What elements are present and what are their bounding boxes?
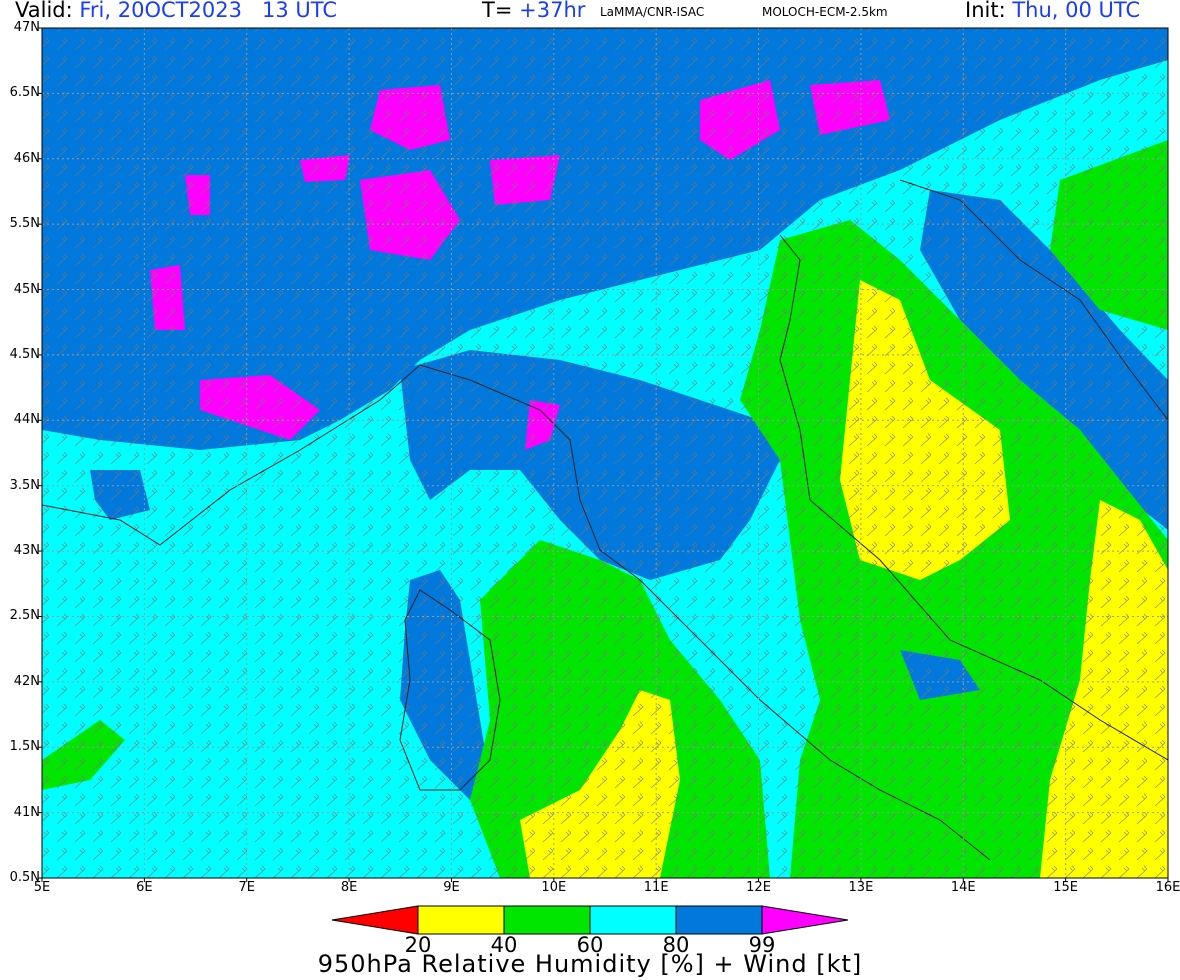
lat-label: 3.5N — [9, 477, 40, 493]
lon-label: 12E — [746, 880, 771, 895]
lon-label: 7E — [238, 880, 255, 895]
colorbar-40-60 — [503, 905, 591, 935]
lat-label: 1.5N — [9, 739, 40, 755]
lat-label: 5.5N — [9, 216, 40, 232]
lat-label: 45N — [13, 281, 40, 297]
lat-label: 6.5N — [9, 85, 40, 101]
lon-label: 8E — [340, 880, 358, 895]
forecast-step: T= +37hr — [482, 0, 585, 22]
init-value: Thu, 00 UTC — [1012, 0, 1141, 22]
valid-time: Valid: Fri, 20OCT2023 13 UTC — [15, 0, 337, 22]
map-frame — [41, 27, 1169, 879]
lon-label: 5E — [33, 880, 51, 895]
colorbar-title: 950hPa Relative Humidity [%] + Wind [kt] — [317, 950, 863, 978]
valid-value: Fri, 20OCT2023 13 UTC — [79, 0, 337, 22]
colorbar-20-40 — [417, 905, 505, 935]
lon-label: 14E — [950, 880, 976, 895]
colorbar-tick-label: 60 — [576, 933, 604, 957]
t-label: T= — [482, 0, 513, 22]
colorbar-above-99 — [761, 905, 849, 935]
t-value: +37hr — [519, 0, 586, 22]
lat-label: 44N — [13, 412, 40, 428]
colorbar-tick-label: 80 — [662, 933, 690, 957]
lat-label: 2.5N — [9, 608, 40, 624]
lon-label: 6E — [136, 880, 153, 895]
lat-label: 4.5N — [9, 346, 40, 362]
colorbar — [331, 905, 849, 935]
source-label: LaMMA/CNR-ISAC — [600, 5, 705, 19]
lat-label: 41N — [13, 804, 40, 820]
colorbar-tick-label: 20 — [404, 933, 432, 957]
colorbar-tick-label: 40 — [490, 933, 518, 957]
wind-barbs — [42, 28, 1168, 878]
colorbar-60-80 — [589, 905, 677, 935]
lon-label: 13E — [848, 880, 874, 895]
graticule — [42, 28, 1168, 878]
lon-label: 16E — [1155, 880, 1180, 895]
lat-label: 42N — [13, 673, 40, 689]
colorbar-tick-label: 99 — [748, 933, 776, 957]
lon-label: 15E — [1053, 880, 1079, 895]
lon-label: 9E — [443, 880, 460, 895]
init-time: Init: Thu, 00 UTC — [965, 0, 1140, 22]
coastline — [42, 179, 1168, 861]
colorbar-80-99 — [675, 905, 763, 935]
init-label: Init: — [965, 0, 1006, 22]
lat-label: 46N — [13, 150, 40, 166]
lat-label: 0.5N — [9, 870, 40, 885]
lat-label: 43N — [13, 543, 40, 559]
colorbar-below-20 — [331, 905, 419, 935]
lat-label: 47N — [13, 20, 40, 35]
model-label: MOLOCH-ECM-2.5km — [762, 5, 888, 19]
lon-label: 11E — [643, 880, 669, 895]
valid-label: Valid: — [15, 0, 73, 22]
lon-label: 10E — [541, 880, 567, 895]
